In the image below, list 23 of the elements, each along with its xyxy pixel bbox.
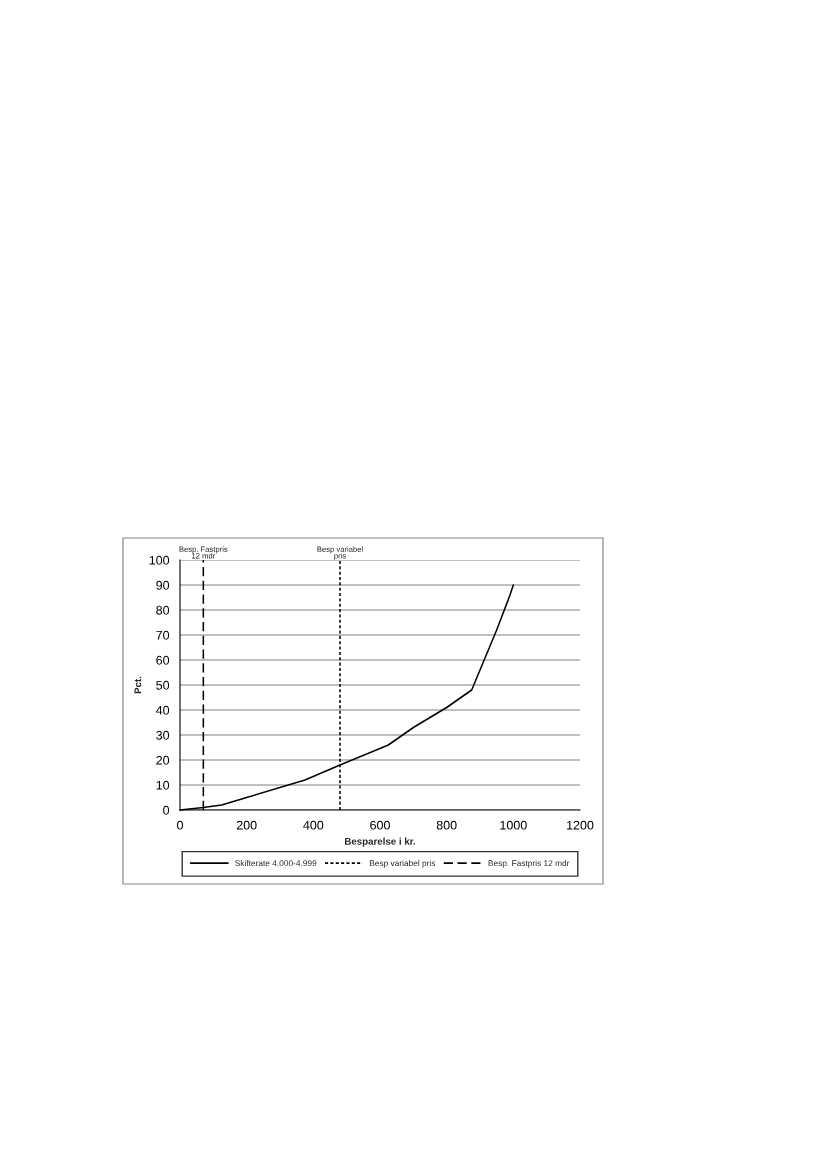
y-tick-label: 10 <box>156 780 170 790</box>
y-tick-label: 90 <box>156 580 170 590</box>
legend-label: Besp. Fastpris 12 mdr <box>488 860 570 868</box>
y-tick-label: 50 <box>156 680 170 690</box>
y-tick-label: 20 <box>156 755 170 765</box>
y-tick-label: 60 <box>156 655 170 665</box>
x-tick-label: 400 <box>303 820 324 830</box>
legend-label: Skifterate 4.000-4.999 <box>235 860 317 867</box>
y-tick-label: 100 <box>149 555 170 565</box>
x-tick-label: 200 <box>236 820 257 830</box>
x-tick-label: 600 <box>370 820 390 830</box>
x-axis-title: Besparelse i kr. <box>344 837 416 847</box>
y-tick-label: 30 <box>156 730 170 740</box>
x-tick-label: 1200 <box>567 820 594 830</box>
y-tick-label: 80 <box>156 605 170 615</box>
y-tick-label: 70 <box>156 630 170 640</box>
y-tick-label: 0 <box>163 805 170 815</box>
y-tick-label: 40 <box>155 705 170 715</box>
legend-label: Besp variabel pris <box>369 860 436 868</box>
y-axis-title: Pct. <box>134 676 142 694</box>
x-tick-label: 1000 <box>500 820 527 830</box>
x-tick-label: 0 <box>177 820 183 830</box>
x-tick-label: 800 <box>436 820 457 830</box>
